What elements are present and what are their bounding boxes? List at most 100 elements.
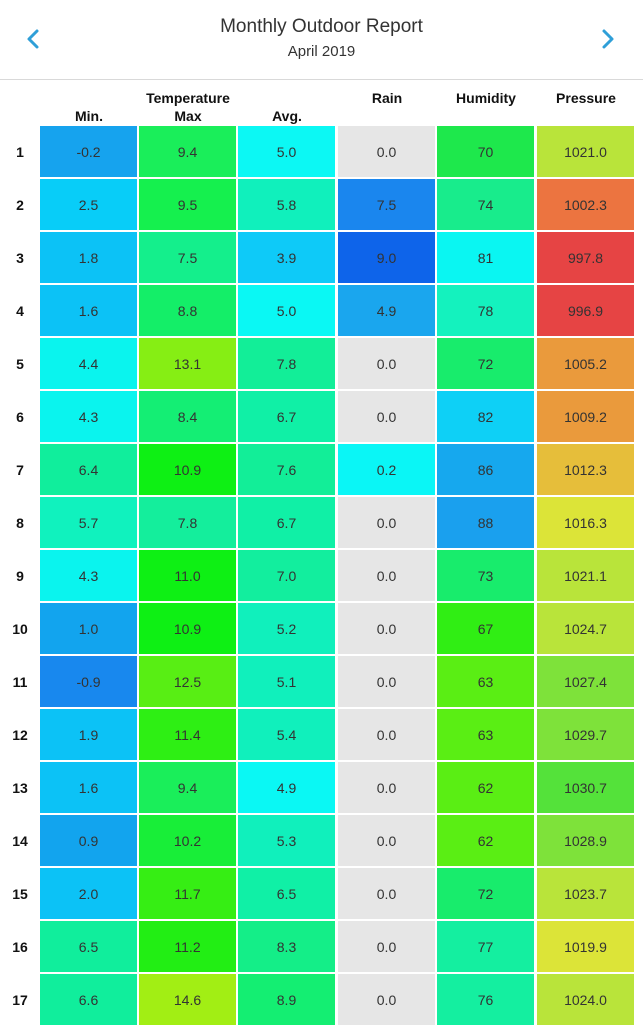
pressure-cell: 1024.7 xyxy=(537,603,634,654)
table-row: 15 2.0 11.7 6.5 0.0 72 1023.7 xyxy=(0,868,643,921)
max-cell: 7.5 xyxy=(139,232,236,283)
max-cell: 11.2 xyxy=(139,921,236,972)
day-label: 17 xyxy=(12,991,28,1008)
min-cell: -0.2 xyxy=(40,126,137,177)
max-cell: 10.9 xyxy=(139,444,236,495)
table-row: 3 1.8 7.5 3.9 9.0 81 997.8 xyxy=(0,232,643,285)
avg-cell: 7.0 xyxy=(238,550,335,601)
pressure-cell: 1030.7 xyxy=(537,762,634,813)
table-row: 5 4.4 13.1 7.8 0.0 72 1005.2 xyxy=(0,338,643,391)
pressure-cell: 1021.0 xyxy=(537,126,634,177)
humidity-cell: 72 xyxy=(437,338,534,389)
max-cell: 9.4 xyxy=(139,126,236,177)
day-label: 6 xyxy=(16,408,24,425)
pressure-cell: 1027.4 xyxy=(537,656,634,707)
pressure-cell: 1016.3 xyxy=(537,497,634,548)
pressure-cell: 1024.0 xyxy=(537,974,634,1025)
table-row: 12 1.9 11.4 5.4 0.0 63 1029.7 xyxy=(0,709,643,762)
day-label: 5 xyxy=(16,355,24,372)
min-cell: 1.0 xyxy=(40,603,137,654)
humidity-cell: 62 xyxy=(437,762,534,813)
rain-cell: 4.9 xyxy=(338,285,435,336)
table-row: 17 6.6 14.6 8.9 0.0 76 1024.0 xyxy=(0,974,643,1027)
humidity-cell: 81 xyxy=(437,232,534,283)
rain-cell: 9.0 xyxy=(338,232,435,283)
avg-cell: 8.9 xyxy=(238,974,335,1025)
avg-cell: 3.9 xyxy=(238,232,335,283)
humidity-cell: 63 xyxy=(437,709,534,760)
humidity-cell: 63 xyxy=(437,656,534,707)
max-cell: 13.1 xyxy=(139,338,236,389)
rain-cell: 0.0 xyxy=(338,656,435,707)
min-cell: 6.6 xyxy=(40,974,137,1025)
max-cell: 12.5 xyxy=(139,656,236,707)
rain-cell: 0.0 xyxy=(338,709,435,760)
humidity-cell: 62 xyxy=(437,815,534,866)
rain-cell: 0.0 xyxy=(338,497,435,548)
report-header: Monthly Outdoor Report April 2019 xyxy=(0,0,643,80)
day-label: 9 xyxy=(16,567,24,584)
table-row: 7 6.4 10.9 7.6 0.2 86 1012.3 xyxy=(0,444,643,497)
min-cell: 1.6 xyxy=(40,762,137,813)
max-cell: 11.4 xyxy=(139,709,236,760)
avg-cell: 5.0 xyxy=(238,126,335,177)
table-row: 10 1.0 10.9 5.2 0.0 67 1024.7 xyxy=(0,603,643,656)
day-label: 12 xyxy=(12,726,28,743)
day-label: 8 xyxy=(16,514,24,531)
min-cell: 4.3 xyxy=(40,391,137,442)
rain-cell: 0.0 xyxy=(338,974,435,1025)
min-cell: 4.3 xyxy=(40,550,137,601)
min-cell: 4.4 xyxy=(40,338,137,389)
table-row: 9 4.3 11.0 7.0 0.0 73 1021.1 xyxy=(0,550,643,603)
max-cell: 8.8 xyxy=(139,285,236,336)
humidity-cell: 82 xyxy=(437,391,534,442)
rain-cell: 0.0 xyxy=(338,603,435,654)
day-label: 3 xyxy=(16,249,24,266)
rain-cell: 0.0 xyxy=(338,338,435,389)
column-header-avg: Avg. xyxy=(272,108,302,124)
avg-cell: 5.2 xyxy=(238,603,335,654)
avg-cell: 5.4 xyxy=(238,709,335,760)
max-cell: 10.9 xyxy=(139,603,236,654)
pressure-cell: 996.9 xyxy=(537,285,634,336)
max-cell: 9.5 xyxy=(139,179,236,230)
pressure-cell: 1029.7 xyxy=(537,709,634,760)
day-label: 10 xyxy=(12,620,28,637)
max-cell: 11.7 xyxy=(139,868,236,919)
rain-cell: 0.0 xyxy=(338,391,435,442)
max-cell: 14.6 xyxy=(139,974,236,1025)
min-cell: 2.5 xyxy=(40,179,137,230)
day-label: 11 xyxy=(12,673,28,690)
avg-cell: 7.6 xyxy=(238,444,335,495)
day-label: 13 xyxy=(12,779,28,796)
previous-month-button[interactable] xyxy=(18,22,48,56)
table-row: 8 5.7 7.8 6.7 0.0 88 1016.3 xyxy=(0,497,643,550)
temperature-group-header: Temperature xyxy=(146,90,230,106)
max-cell: 8.4 xyxy=(139,391,236,442)
rain-cell: 0.2 xyxy=(338,444,435,495)
humidity-cell: 78 xyxy=(437,285,534,336)
avg-cell: 5.0 xyxy=(238,285,335,336)
humidity-cell: 77 xyxy=(437,921,534,972)
pressure-cell: 1009.2 xyxy=(537,391,634,442)
min-cell: 2.0 xyxy=(40,868,137,919)
max-cell: 7.8 xyxy=(139,497,236,548)
humidity-cell: 88 xyxy=(437,497,534,548)
day-label: 16 xyxy=(12,938,28,955)
pressure-cell: 1021.1 xyxy=(537,550,634,601)
min-cell: -0.9 xyxy=(40,656,137,707)
table-row: 11 -0.9 12.5 5.1 0.0 63 1027.4 xyxy=(0,656,643,709)
next-month-button[interactable] xyxy=(593,22,623,56)
report-table: 1 -0.2 9.4 5.0 0.0 70 1021.0 2 2.5 9.5 5.8 7.5 74 100… xyxy=(0,126,643,1027)
pressure-cell: 997.8 xyxy=(537,232,634,283)
rain-cell: 0.0 xyxy=(338,126,435,177)
max-cell: 11.0 xyxy=(139,550,236,601)
humidity-cell: 73 xyxy=(437,550,534,601)
min-cell: 6.4 xyxy=(40,444,137,495)
min-cell: 6.5 xyxy=(40,921,137,972)
pressure-cell: 1005.2 xyxy=(537,338,634,389)
avg-cell: 6.5 xyxy=(238,868,335,919)
avg-cell: 4.9 xyxy=(238,762,335,813)
min-cell: 1.9 xyxy=(40,709,137,760)
table-row: 14 0.9 10.2 5.3 0.0 62 1028.9 xyxy=(0,815,643,868)
